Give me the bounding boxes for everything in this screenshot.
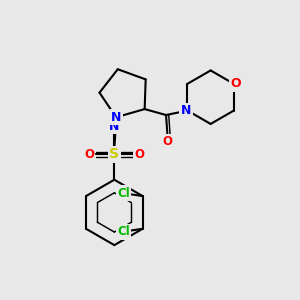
Text: Cl: Cl [117, 225, 130, 238]
Text: N: N [181, 104, 191, 117]
Text: Cl: Cl [117, 187, 130, 200]
Text: S: S [109, 148, 119, 161]
Text: N: N [109, 120, 119, 133]
Text: O: O [84, 148, 94, 161]
Text: O: O [230, 77, 241, 90]
Text: N: N [111, 111, 121, 124]
Text: O: O [135, 148, 145, 161]
Text: O: O [163, 135, 172, 148]
